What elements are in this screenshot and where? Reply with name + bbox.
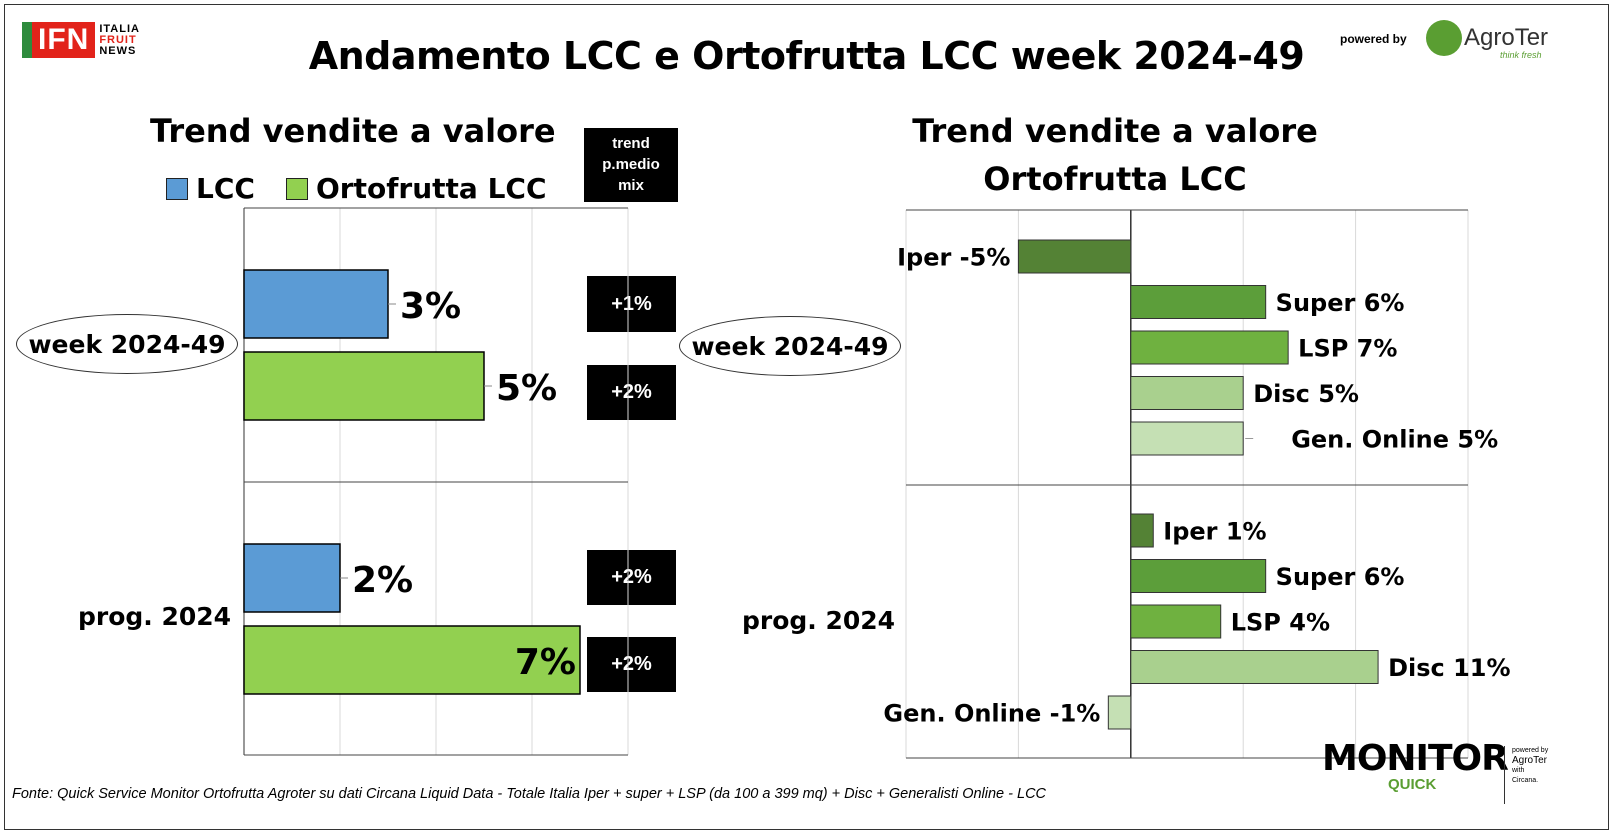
legend-lcc-swatch [166,177,188,200]
monitor-logo: MONITOR [1322,738,1509,779]
monitor-divider [1504,746,1505,804]
left-chart: 3% 5% 2% 7% [243,207,629,756]
legend-ortofrutta-swatch [286,177,308,200]
monitor-powered-1: powered by [1512,747,1549,754]
monitor-powered-2: AgroTer [1512,755,1548,766]
left-row-label-week: week 2024-49 [16,314,238,374]
bar [1017,239,1132,274]
data-label: 7% [515,642,576,683]
bar [1130,604,1222,639]
frame [4,4,1609,830]
legend-ortofrutta-label: Ortofrutta LCC [316,172,547,205]
legend-lcc-label: LCC [196,172,255,205]
left-row-label-prog: prog. 2024 [78,602,232,631]
bar [243,351,485,421]
data-label: 3% [400,286,461,327]
bar [243,625,581,695]
trend-header-line1: trend [612,135,650,152]
monitor-powered-4: Circana. [1512,777,1539,784]
ifn-logo-sub: ITALIA FRUIT NEWS [99,22,140,57]
legend-lcc: LCC [166,172,255,205]
data-label: LSP 4% [1231,609,1330,637]
monitor-sub: QUICK [1388,776,1437,793]
data-label: Iper 1% [1163,518,1266,546]
data-label: Gen. Online -1% [883,700,1100,728]
bar [243,543,341,613]
left-subtitle: Trend vendite a valore [150,112,556,150]
trend-header-line2: p.medio [602,156,660,173]
data-label: Iper -5% [897,244,1010,272]
data-label: LSP 7% [1298,335,1397,363]
right-row-label-prog: prog. 2024 [742,606,896,635]
right-row-label-week: week 2024-49 [679,316,901,376]
footer-source: Fonte: Quick Service Monitor Ortofrutta … [12,786,1047,802]
agroter-logo: AgroTer [1464,24,1549,51]
right-subtitle-line2: Ortofrutta LCC [983,160,1247,198]
agroter-tree-icon [1426,20,1462,56]
data-label: Super 6% [1276,289,1405,317]
trend-box: +1% [587,276,676,332]
monitor-powered: powered by AgroTer with Circana. [1512,746,1548,786]
agroter-tagline: think fresh [1500,50,1542,60]
data-label: 5% [496,368,557,409]
trend-header-line3: mix [618,177,644,194]
trend-box: +2% [587,365,676,420]
ifn-sub-1: ITALIA [99,22,140,35]
ifn-sub-3: NEWS [99,44,137,57]
ifn-logo-mark: IFN [22,22,96,58]
page-title: Andamento LCC e Ortofrutta LCC week 2024… [308,34,1305,78]
right-chart: Iper -5% Super 6% LSP 7% Disc 5% Gen. Online… [883,209,1511,759]
bar [1130,650,1379,684]
bar [243,269,389,339]
ifn-logo: IFN ITALIA FRUIT NEWS [22,22,140,58]
bar [1130,376,1244,410]
bar [1130,513,1154,548]
data-label: Gen. Online 5% [1291,426,1498,454]
trend-box: +2% [587,550,676,605]
ifn-sub-2: FRUIT [99,33,137,46]
legend-ortofrutta: Ortofrutta LCC [286,172,547,205]
data-label: Disc 5% [1253,380,1359,408]
bar [1130,421,1244,456]
trend-header: trend p.medio mix [584,128,678,202]
monitor-powered-3: with [1512,767,1525,774]
right-subtitle-line1: Trend vendite a valore [912,112,1318,150]
data-label: Super 6% [1276,563,1405,591]
powered-by-label: powered by [1340,32,1407,46]
data-label: Disc 11% [1388,654,1510,682]
bar [1130,559,1267,593]
bar [1130,330,1289,365]
bar [1130,285,1267,319]
bar [1107,695,1132,730]
data-label: 2% [352,560,413,601]
trend-box: +2% [587,637,676,692]
